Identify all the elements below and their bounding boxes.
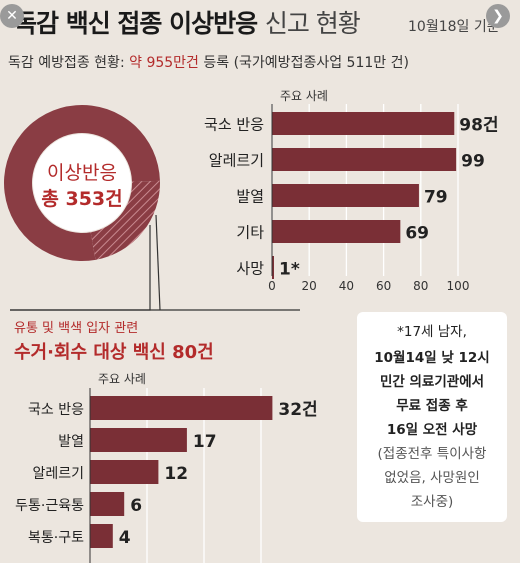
- bar: [90, 428, 187, 452]
- recalled-heading: 수거·회수 대상 백신 80건: [14, 342, 214, 363]
- donut-slice-other: [3, 105, 160, 262]
- bar-value-label: 4: [119, 528, 131, 548]
- bar: [272, 256, 274, 279]
- bar-chart-title: 주요 사례: [280, 89, 328, 103]
- donut-center-label: 이상반응: [47, 162, 117, 184]
- bar-category-label: 기타: [236, 224, 264, 242]
- bar-value-label: 17: [193, 432, 217, 452]
- bar: [272, 220, 401, 243]
- bar-value-label: 12: [164, 464, 188, 484]
- bar-category-label: 두통·근육통: [15, 498, 84, 514]
- bar: [272, 112, 455, 135]
- x-tick-label: 40: [339, 279, 354, 293]
- x-tick-label: 0: [268, 279, 276, 293]
- bar-category-label: 알레르기: [32, 466, 84, 482]
- bar-category-label: 발열: [236, 188, 264, 206]
- donut-hole: [33, 134, 131, 232]
- x-tick-label: 20: [302, 279, 317, 293]
- note-line: 10월14일 낮 12시: [374, 350, 490, 366]
- date-label: 10월18일 기준: [408, 19, 500, 35]
- bar: [90, 524, 113, 548]
- recalled-chart-title: 주요 사례: [98, 372, 146, 386]
- bar: [272, 184, 419, 207]
- page-title: 독감 백신 접종 이상반응 신고 현황: [14, 9, 361, 38]
- bar: [272, 148, 457, 171]
- chevron-right-icon[interactable]: ❯: [486, 4, 510, 28]
- note-line: 없었음, 사망원인: [384, 470, 480, 486]
- bar-category-label: 복통·구토: [28, 530, 84, 546]
- x-tick-label: 80: [413, 279, 428, 293]
- bar-value-label: 69: [405, 224, 429, 244]
- bar: [90, 460, 159, 484]
- bar-category-label: 발열: [58, 434, 84, 450]
- x-tick-label: 100: [447, 279, 470, 293]
- bar: [90, 396, 273, 420]
- recalled-heading-small: 유통 및 백색 입자 관련: [14, 321, 138, 336]
- bar-category-label: 사망: [236, 260, 264, 278]
- donut-total-label: 총 353건: [41, 188, 122, 210]
- bar-value-label: 99: [461, 152, 485, 172]
- note-line: *17세 남자,: [397, 324, 467, 340]
- bar-value-label: 6: [130, 496, 142, 516]
- donut-leader-line-2: [155, 214, 161, 311]
- note-line: 조사중): [410, 494, 454, 510]
- header: 독감 백신 접종 이상반응 신고 현황 10월18일 기준 ✕ ❯: [0, 0, 520, 42]
- subtitle-highlight: 약 955만건: [129, 55, 199, 71]
- note-line: 16일 오전 사망: [386, 422, 478, 438]
- note-line: 무료 접종 후: [396, 398, 468, 414]
- bar-value-label: 98건: [459, 116, 498, 136]
- bar-value-label: 32건: [278, 400, 317, 420]
- note-line: 민간 의료기관에서: [379, 374, 485, 390]
- subtitle: 독감 예방접종 현황: 약 955만건 등록 (국가예방접종사업 511만 건): [8, 55, 409, 71]
- bar-category-label: 국소 반응: [204, 116, 264, 134]
- donut-slice-recalled: [90, 180, 161, 260]
- bar-value-label: 79: [424, 188, 448, 208]
- bar-category-label: 알레르기: [209, 152, 264, 170]
- bar: [90, 492, 125, 516]
- bar-value-label: 1*: [279, 260, 300, 280]
- x-tick-label: 60: [376, 279, 391, 293]
- bar-category-label: 국소 반응: [28, 402, 84, 418]
- close-icon[interactable]: ✕: [0, 4, 24, 28]
- note-line: (접종전후 특이사항: [377, 446, 487, 462]
